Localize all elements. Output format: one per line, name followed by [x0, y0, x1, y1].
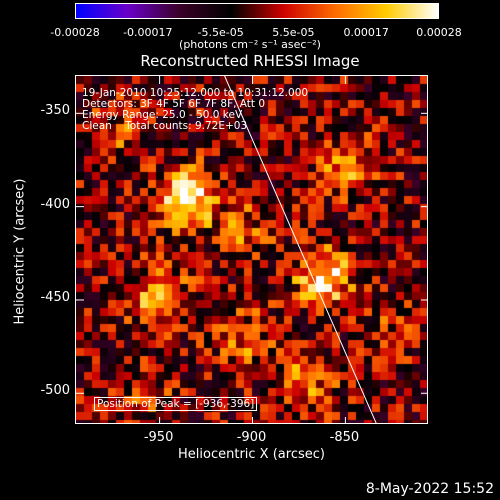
colorbar-tick-label: -0.00017 — [123, 26, 173, 39]
chart-title: Reconstructed RHESSI Image — [140, 52, 360, 70]
heatmap-image — [76, 76, 427, 423]
colorbar-tick-label: 0.00028 — [416, 26, 462, 39]
y-axis-label: Heliocentric Y (arcsec) — [12, 178, 28, 325]
annotation-time: 19-Jan-2010 10:25:12.000 to 10:31:12.000 — [82, 87, 309, 99]
y-tick-label: -350 — [40, 103, 70, 119]
x-tick-label: -900 — [236, 430, 267, 445]
colorbar-units: (photons cm⁻² s⁻¹ asec⁻²) — [179, 38, 321, 51]
timestamp: 8-May-2022 15:52 — [365, 481, 494, 497]
y-tick-label: -500 — [40, 383, 70, 399]
solar-limb-line — [224, 76, 377, 423]
annotation-detectors: Detectors: 3F 4F 5F 6F 7F 8F, Att 0 — [82, 98, 266, 110]
colorbar-tick-label: -0.00028 — [50, 26, 100, 39]
colorbar-tick-label: 0.00017 — [343, 26, 389, 39]
colorbar — [75, 3, 439, 19]
peak-position-label: Position of Peak = [-936,-396] — [94, 397, 258, 411]
plot-overlay — [76, 76, 427, 423]
annotation-energy: Energy Range: 25.0 - 50.0 keV — [82, 109, 243, 121]
colorbar-tick-label: 5.5e-05 — [272, 26, 315, 39]
x-tick-label: -950 — [143, 430, 174, 445]
annotation-clean: Clean Total counts: 9.72E+03 — [82, 120, 248, 132]
plot-area — [75, 75, 428, 424]
x-axis-label: Heliocentric X (arcsec) — [178, 447, 325, 462]
colorbar-tick-label: -5.5e-05 — [197, 26, 244, 39]
y-tick-label: -400 — [40, 196, 70, 212]
y-tick-label: -450 — [40, 289, 70, 305]
x-tick-label: -850 — [329, 430, 360, 445]
